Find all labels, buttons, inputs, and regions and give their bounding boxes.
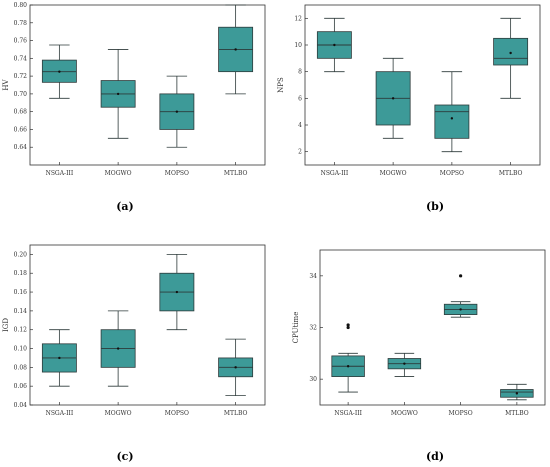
- mean-point: [391, 97, 395, 100]
- iqr-box: [493, 37, 529, 66]
- y-tick-label: 0.10: [14, 346, 28, 353]
- plot-frame: [29, 244, 266, 406]
- outlier-point: [346, 323, 350, 327]
- x-tick-label: MOPSO: [165, 170, 189, 177]
- y-tick-label: 0.20: [14, 251, 28, 258]
- x-tick-label: MOGWO: [380, 170, 407, 177]
- chart-panel-3: 0.04 0.06 0.08 0.10 0.12 0.14 0.16 0.18 0.20 IGD N…: [2, 244, 266, 463]
- x-tick-label: NSGA-III: [46, 410, 74, 417]
- box-mogwo: [375, 57, 411, 139]
- y-tick-label: 8: [298, 69, 302, 76]
- box-nsga-iii: [41, 329, 77, 387]
- box-mopso: [159, 254, 195, 331]
- y-tick-label: 0.06: [14, 383, 28, 390]
- y-axis-label: HV: [2, 78, 10, 90]
- y-tick-label: 34: [309, 273, 317, 280]
- panel-label: (c): [116, 450, 133, 463]
- mean-point: [175, 110, 179, 113]
- y-tick-label: 10: [294, 42, 302, 49]
- y-tick-label: 0.74: [14, 55, 28, 62]
- x-tick-label: MOPSO: [449, 410, 473, 417]
- y-tick-label: 2: [298, 149, 302, 156]
- panel-label: (b): [426, 200, 444, 213]
- plot-frame: [319, 249, 546, 406]
- mean-point: [116, 347, 120, 350]
- panel-label: (a): [116, 200, 134, 213]
- box-mopso: [443, 274, 478, 318]
- chart-panel-4: 30 32 34 CPUtime NSGA-III MOGWO MOPSO MTLBO (d): [292, 249, 546, 463]
- box-mtlbo: [218, 4, 254, 95]
- x-tick-label: MOPSO: [165, 410, 189, 417]
- box-mtlbo: [500, 383, 534, 401]
- box-mogwo: [100, 49, 136, 139]
- y-tick-label: 0.80: [14, 2, 28, 9]
- x-tick-label: MOGWO: [105, 410, 132, 417]
- x-tick-label: NSGA-III: [334, 410, 362, 417]
- x-tick-label: MTLBO: [499, 170, 523, 177]
- y-tick-label: 0.08: [14, 364, 28, 371]
- x-tick-label: MTLBO: [505, 410, 529, 417]
- mean-point: [58, 70, 61, 73]
- mean-point: [58, 356, 61, 360]
- mean-point: [459, 308, 462, 311]
- y-axis-label: IGD: [2, 318, 10, 332]
- box-mtlbo: [218, 338, 254, 396]
- box-mopso: [159, 75, 195, 148]
- x-tick-label: NSGA-III: [321, 170, 349, 177]
- x-tick-label: MOGWO: [391, 410, 418, 417]
- x-tick-label: MOGWO: [105, 170, 132, 177]
- x-tick-label: MTLBO: [224, 170, 248, 177]
- y-tick-label: 0.66: [14, 126, 28, 133]
- y-tick-label: 0.76: [14, 38, 28, 45]
- chart-panel-2: 2 4 6 8 10 12 NPS NSGA-III MOGWO MOPSO MTLBO (b): [277, 4, 541, 213]
- y-tick-label: 0.72: [14, 73, 28, 80]
- mean-point: [450, 117, 454, 120]
- mean-point: [515, 392, 519, 395]
- mean-point: [175, 290, 179, 294]
- y-tick-label: 0.78: [14, 20, 28, 27]
- mean-point: [346, 365, 350, 368]
- box-nsga-iii: [41, 44, 77, 99]
- y-tick-label: 32: [309, 325, 317, 332]
- x-tick-label: MOPSO: [440, 170, 464, 177]
- iqr-box: [434, 104, 470, 139]
- y-tick-label: 0.14: [14, 308, 28, 315]
- y-tick-label: 0.04: [14, 402, 28, 409]
- mean-point: [234, 366, 237, 369]
- y-tick-label: 30: [309, 376, 317, 383]
- y-tick-label: 0.68: [14, 109, 28, 116]
- y-tick-label: 0.64: [14, 144, 28, 151]
- plot-frame: [304, 4, 541, 166]
- y-tick-label: 12: [294, 15, 302, 22]
- y-tick-label: 4: [298, 122, 302, 129]
- outlier-point: [459, 274, 463, 278]
- panel-label: (d): [426, 450, 444, 463]
- box-mogwo: [387, 352, 422, 377]
- outlier-point: [346, 325, 350, 330]
- mean-point: [509, 51, 512, 55]
- box-mopso: [434, 71, 470, 153]
- mean-point: [333, 43, 336, 47]
- box-nsga-iii: [331, 323, 365, 393]
- y-tick-label: 0.70: [14, 91, 28, 98]
- mean-point: [116, 92, 120, 96]
- y-tick-label: 0.18: [14, 270, 28, 277]
- y-axis-label: NPS: [277, 77, 285, 93]
- plot-frame: [29, 4, 266, 166]
- y-tick-label: 0.16: [14, 289, 28, 296]
- chart-panel-1: 0.64 0.66 0.68 0.70 0.72 0.74 0.76 0.78 0.80 HV NS…: [2, 2, 266, 213]
- mean-point: [234, 48, 237, 51]
- x-tick-label: MTLBO: [224, 410, 248, 417]
- mean-point: [403, 362, 406, 365]
- y-axis-label: CPUtime: [292, 312, 300, 344]
- y-tick-label: 0.12: [14, 327, 28, 334]
- box-mtlbo: [493, 17, 529, 99]
- box-mogwo: [100, 310, 136, 387]
- x-tick-label: NSGA-III: [46, 170, 74, 177]
- y-tick-label: 6: [298, 95, 302, 102]
- box-nsga-iii: [316, 17, 352, 73]
